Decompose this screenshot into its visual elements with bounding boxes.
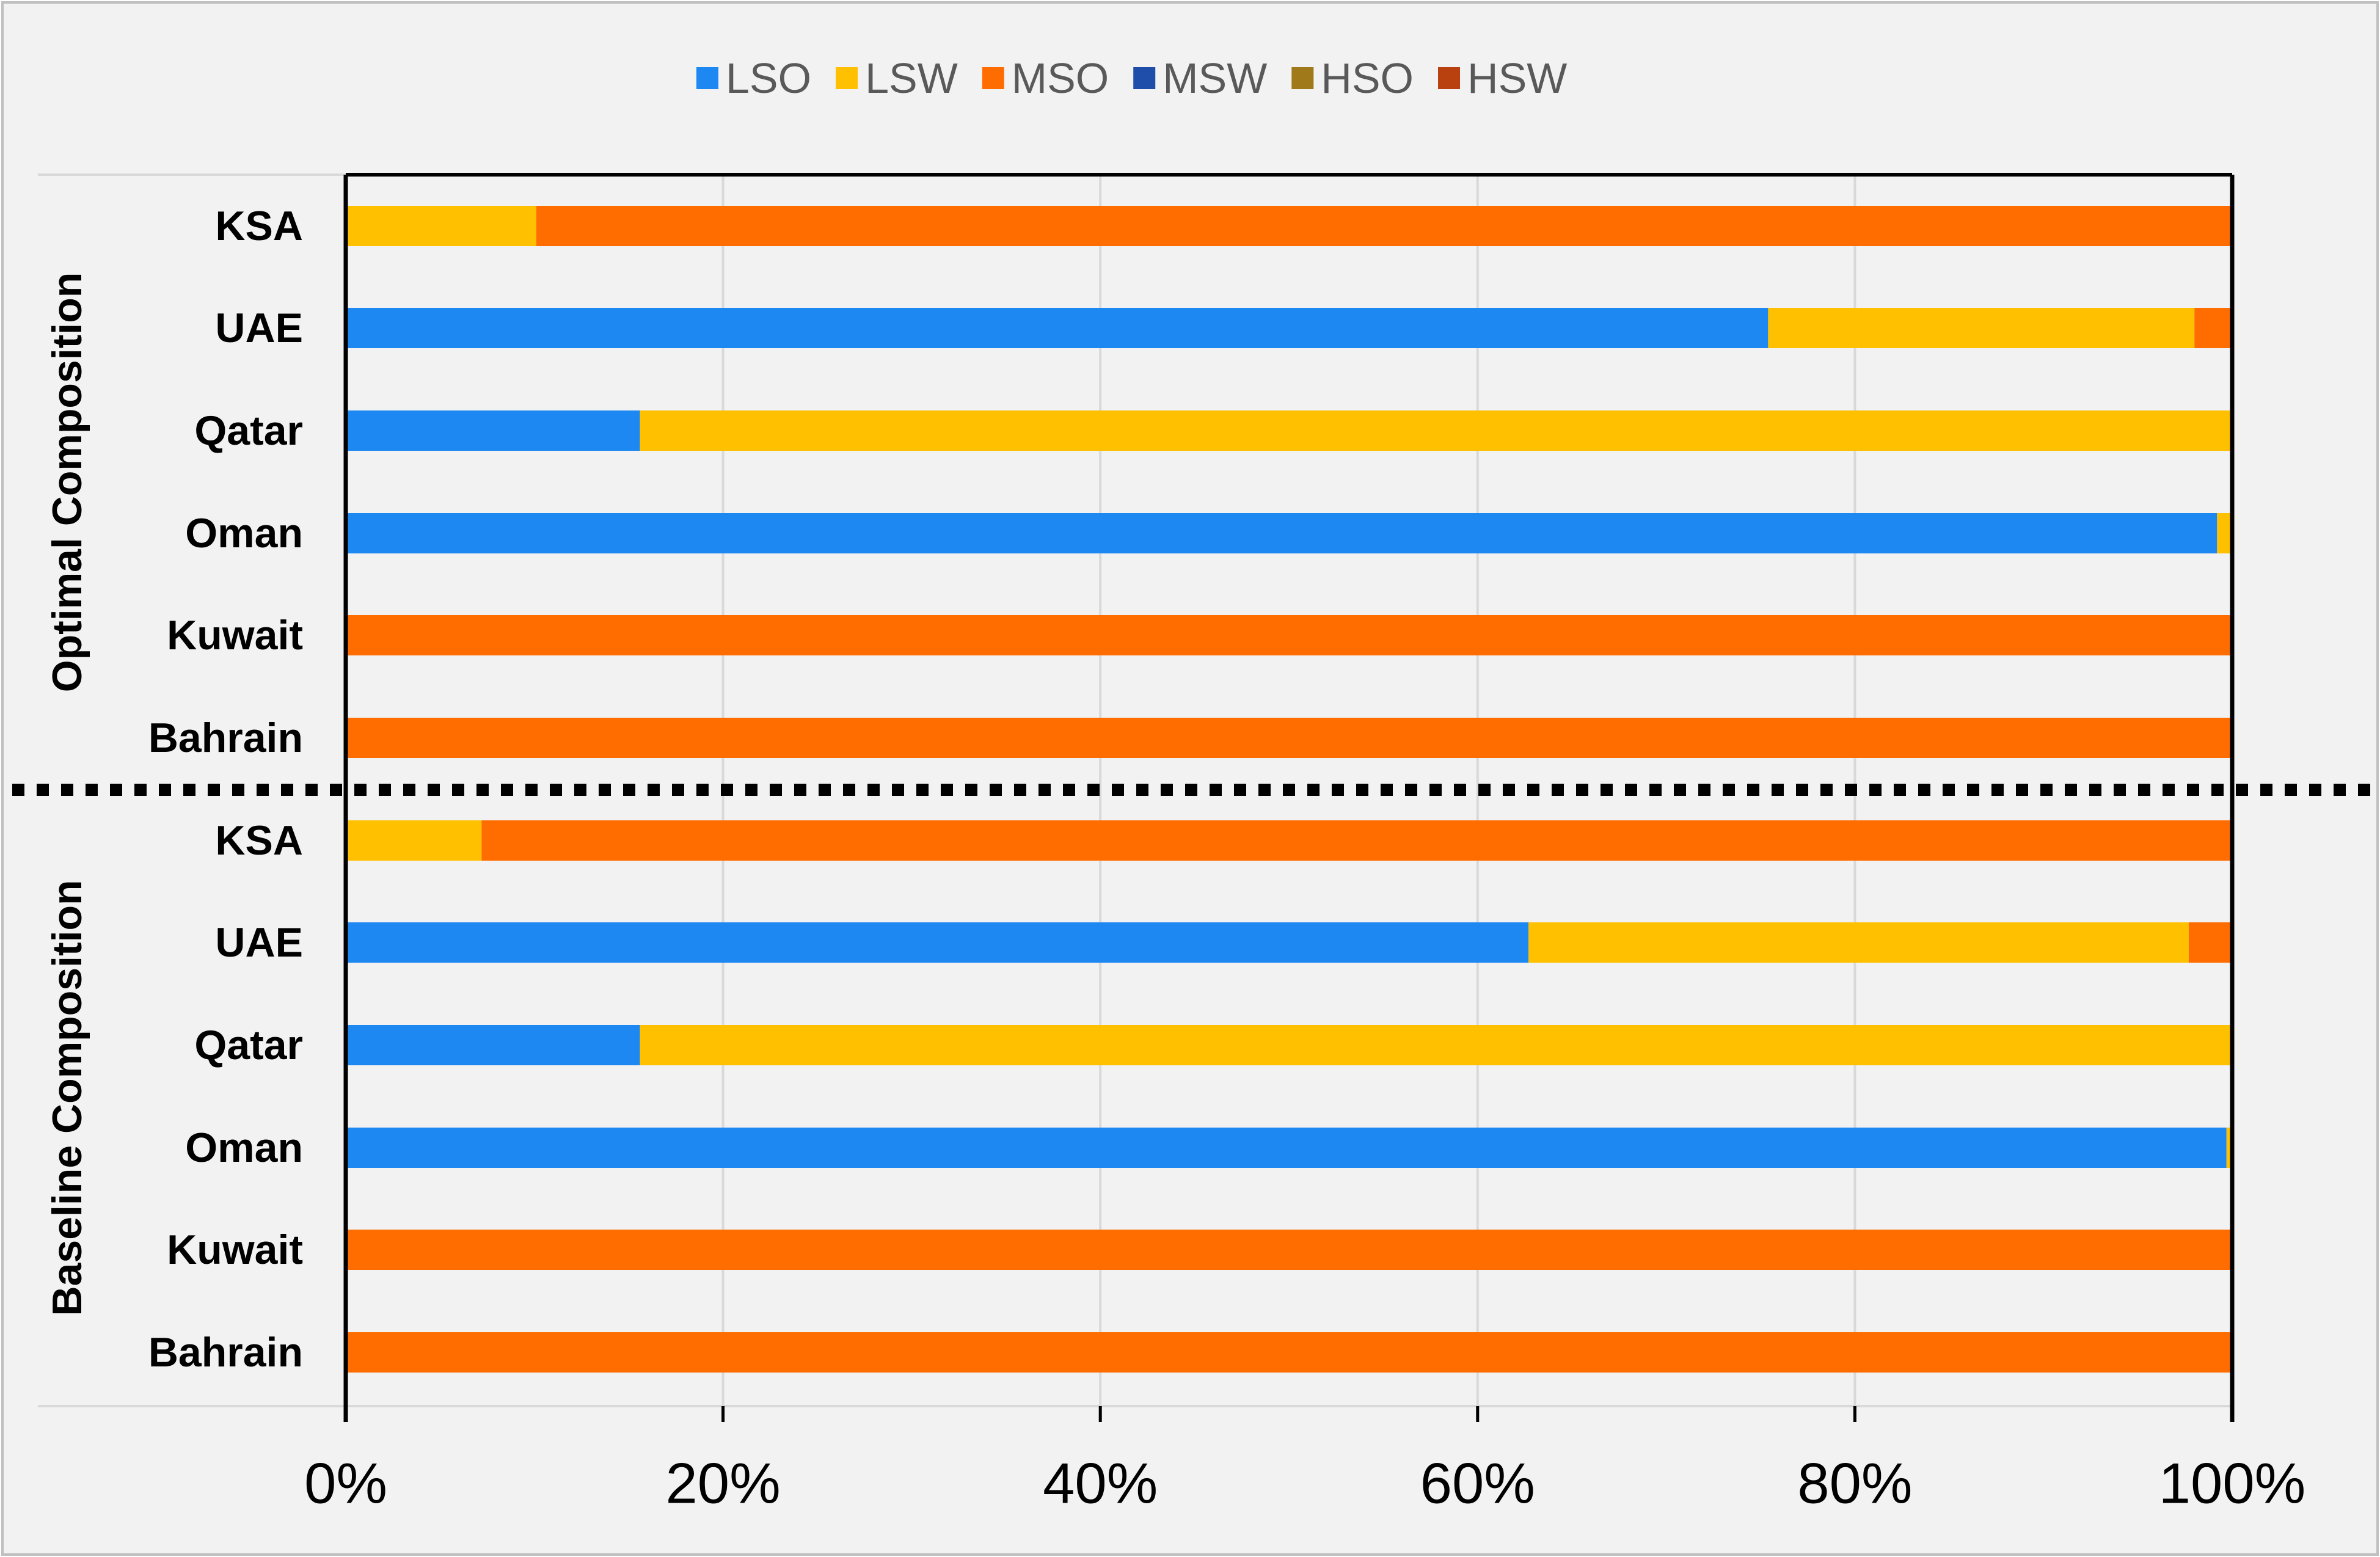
category-label-baseline-ksa: KSA bbox=[215, 817, 303, 864]
legend-label-mso: MSO bbox=[1012, 54, 1109, 102]
x-tick-label-0: 0% bbox=[304, 1451, 387, 1515]
bar-optimal-uae-mso bbox=[2194, 308, 2232, 348]
x-tick-label-20: 20% bbox=[666, 1451, 781, 1515]
legend: LSO LSW MSO MSW HSO HSW bbox=[696, 54, 1567, 102]
category-labels: KSA UAE Qatar Oman Kuwait Bahrain KSA UAE Qatar O… bbox=[148, 203, 303, 1376]
bar-optimal-ksa-mso bbox=[536, 206, 2233, 246]
bar-baseline-bahrain-mso bbox=[346, 1332, 2232, 1373]
bar-baseline-oman-lsw bbox=[2226, 1128, 2232, 1168]
bar-baseline-oman-lso bbox=[346, 1128, 2227, 1168]
bar-baseline-qatar-lso bbox=[346, 1025, 640, 1065]
bar-baseline-uae-lso bbox=[346, 922, 1529, 963]
legend-swatch-hsw bbox=[1438, 67, 1461, 89]
legend-label-hso: HSO bbox=[1321, 54, 1414, 102]
category-label-baseline-bahrain: Bahrain bbox=[148, 1329, 303, 1376]
legend-label-msw: MSW bbox=[1163, 54, 1267, 102]
legend-swatch-lsw bbox=[836, 67, 858, 89]
bar-baseline-uae-mso bbox=[2188, 922, 2232, 963]
x-tick-label-40: 40% bbox=[1043, 1451, 1158, 1515]
x-tick-labels: 0% 20% 40% 60% 80% 100% bbox=[304, 1451, 2305, 1515]
axes bbox=[12, 173, 2370, 1422]
category-label-optimal-ksa: KSA bbox=[215, 203, 303, 249]
group-label-baseline: Baseline Composition bbox=[44, 880, 90, 1316]
category-label-optimal-bahrain: Bahrain bbox=[148, 715, 303, 761]
legend-swatch-msw bbox=[1133, 67, 1156, 89]
bar-optimal-qatar-lsw bbox=[640, 410, 2232, 451]
legend-swatch-hso bbox=[1291, 67, 1314, 89]
category-label-optimal-qatar: Qatar bbox=[194, 407, 303, 454]
bar-baseline-ksa-lsw bbox=[346, 820, 482, 861]
legend-swatch-mso bbox=[982, 67, 1004, 89]
category-label-baseline-qatar: Qatar bbox=[194, 1022, 303, 1068]
bar-baseline-ksa-mso bbox=[481, 820, 2233, 861]
bar-baseline-kuwait-mso bbox=[346, 1230, 2232, 1270]
legend-label-lso: LSO bbox=[726, 54, 811, 102]
bar-optimal-uae-lso bbox=[346, 308, 1769, 348]
bar-optimal-oman-lso bbox=[346, 513, 2218, 553]
bar-optimal-oman-lsw bbox=[2217, 513, 2232, 553]
x-tick-label-80: 80% bbox=[1797, 1451, 1912, 1515]
category-label-baseline-uae: UAE bbox=[215, 919, 303, 966]
bars bbox=[346, 206, 2233, 1373]
bar-baseline-qatar-lsw bbox=[640, 1025, 2232, 1065]
bar-optimal-bahrain-mso bbox=[346, 718, 2232, 758]
legend-label-hsw: HSW bbox=[1467, 54, 1567, 102]
group-labels: Optimal Composition Baseline Composition bbox=[44, 272, 90, 1316]
category-label-baseline-oman: Oman bbox=[185, 1125, 303, 1171]
bar-baseline-uae-lsw bbox=[1528, 922, 2189, 963]
x-tick-label-60: 60% bbox=[1420, 1451, 1535, 1515]
legend-swatch-lso bbox=[696, 67, 718, 89]
bar-optimal-ksa-lsw bbox=[346, 206, 536, 246]
category-label-optimal-oman: Oman bbox=[185, 510, 303, 556]
bar-optimal-uae-lsw bbox=[1768, 308, 2195, 348]
legend-label-lsw: LSW bbox=[865, 54, 958, 102]
bar-optimal-qatar-lso bbox=[346, 410, 640, 451]
x-tick-label-100: 100% bbox=[2159, 1451, 2305, 1515]
category-label-optimal-kuwait: Kuwait bbox=[167, 612, 303, 658]
category-label-baseline-kuwait: Kuwait bbox=[167, 1227, 303, 1273]
group-label-optimal: Optimal Composition bbox=[44, 272, 90, 693]
bar-optimal-kuwait-mso bbox=[346, 615, 2232, 655]
category-label-optimal-uae: UAE bbox=[215, 305, 303, 351]
